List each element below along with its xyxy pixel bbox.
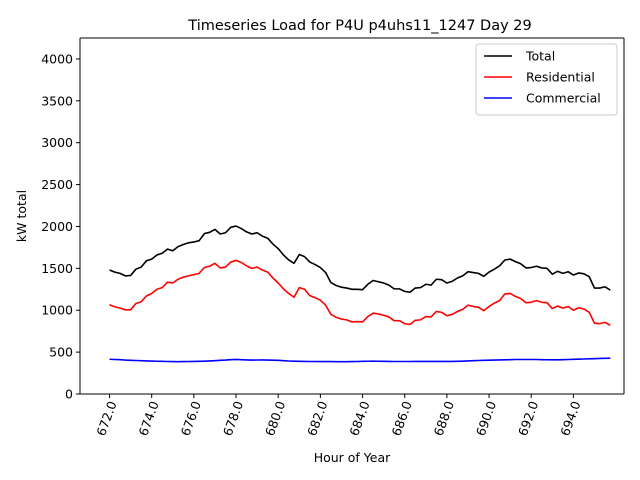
y-tick-label: 4000 <box>41 51 73 66</box>
y-tick-label: 500 <box>49 345 73 360</box>
y-tick-label: 3500 <box>41 93 73 108</box>
legend: Total Residential Commercial <box>475 43 618 116</box>
y-tick-label: 3000 <box>41 135 73 150</box>
series-line-total <box>109 225 611 294</box>
axes-layer <box>79 37 625 395</box>
y-tick-label: 1500 <box>41 261 73 276</box>
y-tick-label: 2500 <box>41 177 73 192</box>
legend-label-total: Total <box>525 49 555 64</box>
legend-label-residential: Residential <box>526 70 595 85</box>
y-tick-label: 1000 <box>41 303 73 318</box>
y-tick-label: 2000 <box>41 219 73 234</box>
series-line-commercial <box>109 357 611 363</box>
y-axis-label: kW total <box>14 190 29 242</box>
y-tick-label: 0 <box>65 387 73 402</box>
y-axis-ticks: 0 500 1000 1500 2000 2500 3000 3500 4000 <box>41 51 80 402</box>
series-line-residential <box>109 259 611 327</box>
x-axis-label: Hour of Year <box>314 450 391 465</box>
chart-title: Timeseries Load for P4U p4uhs11_1247 Day… <box>187 18 531 34</box>
series-layer <box>109 225 611 363</box>
legend-label-commercial: Commercial <box>526 91 601 106</box>
